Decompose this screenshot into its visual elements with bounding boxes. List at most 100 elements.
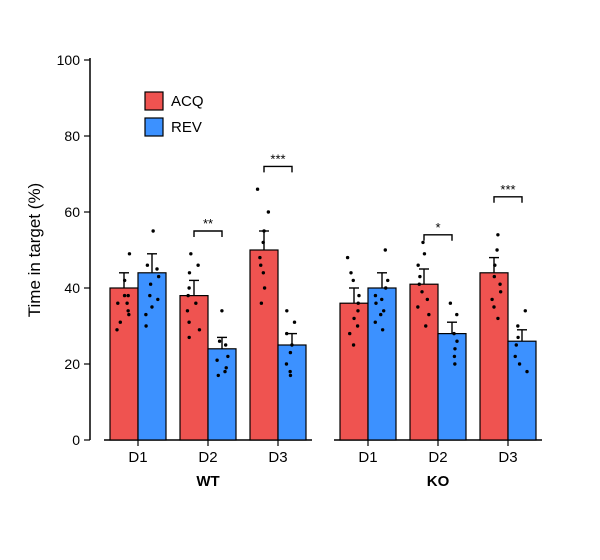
data-point (215, 359, 218, 362)
bar-KO-D1-ACQ (340, 303, 368, 440)
data-point (492, 305, 495, 308)
data-point (352, 343, 355, 346)
data-point (352, 317, 355, 320)
data-point (126, 294, 129, 297)
data-point (357, 302, 360, 305)
legend-swatch-REV (145, 118, 163, 136)
x-tick-label: D3 (268, 449, 287, 466)
data-point (226, 355, 229, 358)
data-point (516, 324, 519, 327)
data-point (218, 340, 221, 343)
data-point (374, 294, 377, 297)
data-point (453, 347, 456, 350)
legend-label-ACQ: ACQ (171, 93, 204, 110)
data-point (515, 343, 518, 346)
data-point (151, 229, 154, 232)
data-point (516, 336, 519, 339)
data-point (427, 313, 430, 316)
data-point (384, 248, 387, 251)
data-point (421, 241, 424, 244)
data-point (123, 294, 126, 297)
legend-swatch-ACQ (145, 92, 163, 110)
data-point (224, 343, 227, 346)
x-tick-label: D2 (198, 449, 217, 466)
data-point (187, 321, 190, 324)
data-point (424, 324, 427, 327)
bar-WT-D2-ACQ (180, 296, 208, 440)
data-point (416, 305, 419, 308)
sig-label: *** (270, 151, 285, 166)
data-point (496, 317, 499, 320)
data-point (382, 309, 385, 312)
data-point (146, 264, 149, 267)
data-point (187, 286, 190, 289)
data-point (262, 229, 265, 232)
data-point (374, 302, 377, 305)
data-point (495, 248, 498, 251)
data-point (386, 279, 389, 282)
data-point (149, 283, 152, 286)
data-point (187, 336, 190, 339)
data-point (217, 374, 220, 377)
data-point (380, 298, 383, 301)
data-point (453, 355, 456, 358)
data-point (189, 252, 192, 255)
data-point (127, 313, 130, 316)
data-point (289, 351, 292, 354)
bar-KO-D3-REV (508, 341, 536, 440)
y-tick-label: 20 (64, 356, 80, 372)
data-point (346, 256, 349, 259)
data-point (384, 286, 387, 289)
data-point (144, 313, 147, 316)
y-tick-label: 100 (57, 52, 81, 68)
y-tick-label: 0 (72, 432, 80, 448)
data-point (493, 264, 496, 267)
data-point (156, 298, 159, 301)
data-point (490, 298, 493, 301)
data-point (455, 313, 458, 316)
data-point (499, 290, 502, 293)
data-point (290, 343, 293, 346)
data-point (288, 370, 291, 373)
data-point (449, 302, 452, 305)
data-point (223, 370, 226, 373)
data-point (150, 305, 153, 308)
data-point (493, 275, 496, 278)
data-point (348, 332, 351, 335)
data-point (260, 302, 263, 305)
y-tick-label: 40 (64, 280, 80, 296)
data-point (220, 309, 223, 312)
data-point (285, 332, 288, 335)
data-point (285, 309, 288, 312)
sig-label: *** (500, 182, 515, 197)
data-point (126, 309, 129, 312)
bar-KO-D2-REV (438, 334, 466, 440)
bar-WT-D1-ACQ (110, 288, 138, 440)
data-point (258, 256, 261, 259)
data-point (423, 252, 426, 255)
sig-label: ** (203, 216, 213, 231)
x-tick-label: D2 (428, 449, 447, 466)
data-point (256, 188, 259, 191)
data-point (381, 328, 384, 331)
data-point (123, 279, 126, 282)
bar-WT-D2-REV (208, 349, 236, 440)
legend-label-REV: REV (171, 119, 202, 136)
data-point (119, 321, 122, 324)
x-tick-label: D3 (498, 449, 517, 466)
data-point (349, 271, 352, 274)
sig-label: * (435, 220, 440, 235)
data-point (356, 309, 359, 312)
data-point (352, 279, 355, 282)
data-point (267, 210, 270, 213)
data-point (418, 283, 421, 286)
data-point (186, 294, 189, 297)
data-point (518, 362, 521, 365)
data-point (416, 264, 419, 267)
data-point (196, 264, 199, 267)
data-point (186, 309, 189, 312)
data-point (128, 252, 131, 255)
data-point (453, 362, 456, 365)
data-point (525, 370, 528, 373)
y-axis-label: Time in target (%) (25, 183, 44, 317)
